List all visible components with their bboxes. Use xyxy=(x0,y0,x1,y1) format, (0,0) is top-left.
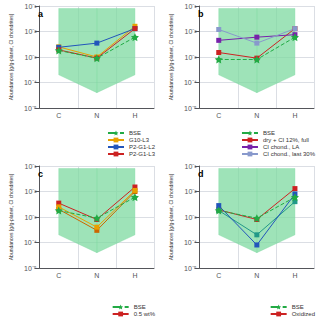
svg-text:N: N xyxy=(254,272,259,279)
svg-text:10⁻¹: 10⁻¹ xyxy=(25,3,38,10)
svg-text:C: C xyxy=(56,272,61,279)
svg-text:Abundances [g/g-planet, CI cho: Abundances [g/g-planet, CI chondrites] xyxy=(8,13,14,100)
svg-text:CI chond., LA: CI chond., LA xyxy=(263,144,299,150)
svg-text:C: C xyxy=(216,272,221,279)
svg-text:N: N xyxy=(94,112,99,119)
svg-text:10⁻¹: 10⁻¹ xyxy=(185,163,198,170)
svg-text:N: N xyxy=(254,112,259,119)
svg-text:dry + CI 12%, full: dry + CI 12%, full xyxy=(263,137,309,143)
svg-text:BSE: BSE xyxy=(292,304,304,310)
svg-text:C: C xyxy=(56,112,61,119)
svg-text:G10-L3: G10-L3 xyxy=(129,137,150,143)
svg-text:BSE: BSE xyxy=(134,304,146,310)
svg-text:Abundances [g/g-planet, CI cho: Abundances [g/g-planet, CI chondrites] xyxy=(168,13,174,100)
svg-text:c: c xyxy=(38,169,43,179)
svg-text:Abundances [g/g-planet, CI cho: Abundances [g/g-planet, CI chondrites] xyxy=(168,173,174,260)
svg-text:10⁻⁵: 10⁻⁵ xyxy=(24,265,37,272)
svg-text:H: H xyxy=(292,272,297,279)
svg-text:10⁻²: 10⁻² xyxy=(185,188,198,195)
svg-text:10⁻⁵: 10⁻⁵ xyxy=(24,105,37,112)
svg-text:10⁻⁵: 10⁻⁵ xyxy=(184,265,197,272)
svg-text:N: N xyxy=(94,272,99,279)
svg-text:10⁻²: 10⁻² xyxy=(25,28,38,35)
svg-text:H: H xyxy=(292,112,297,119)
svg-text:10⁻⁴: 10⁻⁴ xyxy=(24,239,37,246)
svg-text:Abundances [g/g-planet, CI cho: Abundances [g/g-planet, CI chondrites] xyxy=(8,173,14,260)
svg-text:Oxidized: Oxidized xyxy=(292,311,315,317)
svg-text:10⁻⁵: 10⁻⁵ xyxy=(184,105,197,112)
svg-text:a: a xyxy=(38,9,44,19)
svg-text:b: b xyxy=(198,9,204,19)
svg-text:10⁻²: 10⁻² xyxy=(185,28,198,35)
svg-text:P2-G1-L2: P2-G1-L2 xyxy=(129,144,156,150)
svg-text:H: H xyxy=(132,112,137,119)
svg-text:C: C xyxy=(216,112,221,119)
svg-text:10⁻¹: 10⁻¹ xyxy=(185,3,198,10)
svg-text:H: H xyxy=(132,272,137,279)
svg-text:10⁻⁴: 10⁻⁴ xyxy=(24,79,37,86)
svg-text:P2-G1-L3: P2-G1-L3 xyxy=(129,151,156,157)
svg-text:10⁻³: 10⁻³ xyxy=(185,54,198,61)
svg-text:10⁻³: 10⁻³ xyxy=(25,54,38,61)
svg-text:10⁻¹: 10⁻¹ xyxy=(25,163,38,170)
svg-text:10⁻²: 10⁻² xyxy=(25,188,38,195)
svg-text:BSE: BSE xyxy=(263,130,275,136)
svg-text:10⁻³: 10⁻³ xyxy=(185,214,198,221)
svg-text:d: d xyxy=(198,169,204,179)
svg-text:10⁻³: 10⁻³ xyxy=(25,214,38,221)
svg-text:BSE: BSE xyxy=(129,130,141,136)
svg-text:10⁻⁴: 10⁻⁴ xyxy=(184,239,197,246)
svg-text:CI chond., last 30%: CI chond., last 30% xyxy=(263,151,316,157)
svg-text:0.5 wt%: 0.5 wt% xyxy=(134,311,156,317)
svg-text:10⁻⁴: 10⁻⁴ xyxy=(184,79,197,86)
